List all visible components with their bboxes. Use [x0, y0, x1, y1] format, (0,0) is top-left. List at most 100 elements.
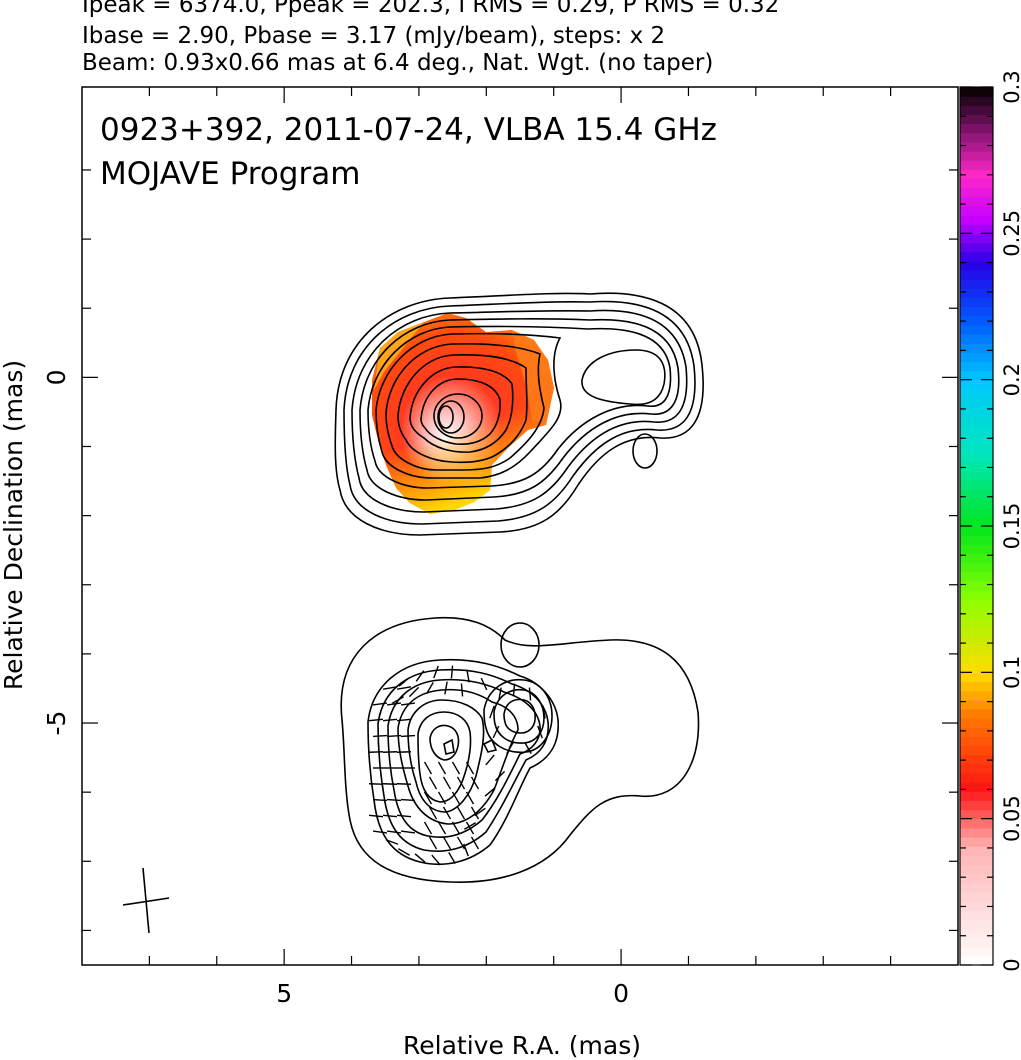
colorbar-band: [960, 297, 993, 308]
evpa-vector: [386, 830, 402, 834]
colorbar-band: [960, 114, 993, 125]
colorbar-band: [960, 407, 993, 417]
colorbar-band: [960, 169, 993, 180]
colorbar-label: 0.3: [1000, 70, 1021, 103]
evpa-vector: [465, 791, 475, 805]
colorbar-label: 0.15: [1000, 503, 1021, 550]
evpa-vector: [492, 725, 500, 739]
x-axis-label: Relative R.A. (mas): [403, 1031, 641, 1060]
colorbar-band: [960, 736, 993, 747]
x-tick-label: 0: [613, 979, 629, 1008]
evpa-vector: [382, 686, 398, 690]
colorbar-band: [960, 498, 993, 509]
colorbar-band: [960, 809, 993, 820]
colorbar-band: [960, 626, 993, 637]
colorbar-band: [960, 416, 993, 426]
northern-contours: [334, 292, 704, 536]
colorbar-band: [960, 562, 993, 573]
evpa-vector: [451, 791, 461, 805]
header-line-1: Ipeak = 6374.0, Ppeak = 202.3, I RMS = 0…: [82, 0, 780, 18]
colorbar-band: [960, 800, 993, 811]
colorbar-band: [960, 260, 993, 271]
y-tick-label: -5: [42, 711, 71, 736]
evpa-vector: [437, 821, 447, 835]
polarization-image-orange-east: [512, 330, 554, 425]
colorbar-band: [960, 333, 993, 344]
evpa-vector: [423, 821, 433, 835]
evpa-vector: [400, 702, 416, 706]
header-line-2: Ibase = 2.90, Pbase = 3.17 (mJy/beam), s…: [82, 23, 666, 49]
colorbar-band: [960, 141, 993, 152]
colorbar-band: [960, 526, 993, 536]
colorbar-band: [960, 699, 993, 710]
colorbar-band: [960, 608, 993, 619]
colorbar-band: [960, 105, 993, 116]
southern-contours: [340, 616, 700, 883]
evpa-vector: [537, 725, 543, 739]
evpa-vector: [456, 776, 466, 790]
evpa-vector: [382, 814, 398, 818]
colorbar-band: [960, 772, 993, 783]
colorbar-band: [960, 891, 993, 902]
evpa-vector: [474, 807, 486, 817]
colorbar-band: [960, 178, 993, 189]
colorbar-band: [960, 507, 993, 518]
colorbar-band: [960, 900, 993, 911]
evpa-vector: [442, 836, 452, 850]
evpa-vector: [423, 761, 433, 775]
colorbar-band: [960, 233, 993, 244]
evpa-vector: [456, 836, 466, 850]
evpa-vector: [444, 681, 448, 695]
colorbar-band: [960, 306, 993, 317]
evpa-vector: [385, 839, 399, 845]
evpa-vector: [448, 852, 456, 864]
y-axis-ticks: [82, 169, 958, 932]
colorbar-band: [960, 718, 993, 728]
evpa-vector: [480, 677, 488, 691]
colorbar-band: [960, 946, 993, 957]
colorbar-band: [960, 132, 993, 143]
colorbar-band: [960, 379, 993, 390]
colorbar-band: [960, 672, 993, 683]
colorbar-band: [960, 279, 993, 289]
colorbar-band: [960, 955, 993, 966]
evpa-vector: [484, 787, 496, 797]
colorbar-band: [960, 571, 993, 582]
colorbar-band: [960, 580, 993, 591]
colorbar-band: [960, 205, 993, 216]
colorbar-band: [960, 215, 993, 225]
colorbar-band: [960, 864, 993, 875]
colorbar-ticks: [960, 86, 993, 966]
evpa-vector: [494, 770, 506, 782]
colorbar-band: [960, 151, 993, 161]
evpa-vector: [464, 822, 476, 830]
evpa-vector: [470, 836, 480, 850]
colorbar-label: 0.1: [1000, 656, 1021, 689]
colorbar-band: [960, 224, 993, 234]
colorbar-band: [960, 425, 993, 436]
colorbar-label: 0.05: [1000, 795, 1021, 842]
plot-frame: [81, 86, 959, 966]
evpa-vector: [437, 761, 447, 775]
evpa-vector: [506, 742, 514, 754]
evpa-vector: [512, 683, 516, 697]
colorbar-band: [960, 187, 993, 198]
colorbar-band: [960, 910, 993, 920]
evpa-vector: [456, 806, 466, 820]
evpa-vector: [451, 821, 461, 835]
evpa-vector: [415, 670, 425, 682]
colorbar-band: [960, 361, 993, 372]
evpa-vector: [408, 686, 420, 698]
colorbar-label: 0: [1000, 958, 1021, 971]
chart-subtitle: MOJAVE Program: [100, 156, 360, 192]
colorbar-band: [960, 489, 993, 500]
evpa-vector: [392, 696, 404, 704]
evpa-vector: [423, 791, 433, 805]
evpa-vector: [485, 754, 495, 766]
colorbar-band: [960, 681, 993, 692]
colorbar-band: [960, 644, 993, 655]
evpa-vector: [396, 814, 412, 818]
colorbar-band: [960, 846, 993, 856]
evpa-vector: [466, 669, 470, 683]
evpa-vector: [398, 848, 410, 856]
